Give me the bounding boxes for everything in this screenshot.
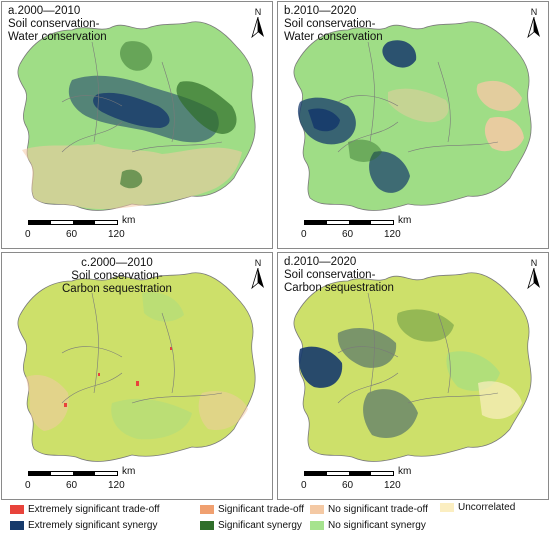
scale-tick-60: 60 [66,480,78,491]
panel-b-service-2: Water conservation [284,31,383,43]
north-label: N [254,7,262,17]
map-b [293,21,532,211]
panel-d-title: d.2010—2020 Soil conservation- Carbon se… [284,256,394,295]
scale-unit: km [122,215,136,226]
legend-label: Uncorrelated [458,502,516,513]
scale-bar: km 0 60 120 [25,215,148,242]
panel-c-service-1: Soil conservation- [71,270,163,282]
legend-swatch [10,521,24,530]
north-label: N [530,258,538,268]
north-arrow-icon [251,16,264,39]
legend-swatch [10,505,24,514]
scale-tick-60: 60 [342,229,354,240]
legend-label: Extremely significant trade-off [28,504,160,515]
legend-item-significant-synergy: Significant synergy [200,520,302,531]
legend-item-no-significant-trade-off: No significant trade-off [310,504,428,515]
legend-item-uncorrelated: Uncorrelated [440,502,515,513]
legend-item-extremely-significant-synergy: Extremely significant synergy [10,520,158,531]
legend-swatch [200,521,214,530]
north-arrow-icon [251,267,264,290]
scale-bar: km 0 60 120 [301,215,424,242]
panel-c-title: c.2000—2010 Soil conservation- Carbon se… [62,257,172,296]
map-c [17,272,256,462]
panel-c-period: c.2000—2010 [81,257,153,269]
scale-tick-0: 0 [25,229,31,240]
scale-tick-60: 60 [342,480,354,491]
scale-tick-60: 60 [66,229,78,240]
legend-swatch [440,503,454,512]
scale-tick-120: 120 [384,229,401,240]
north-arrow: N [250,259,266,291]
panel-b: b.2010—2020 Soil conservation- Water con… [277,1,549,249]
panel-a: a.2000—2010 Soil conservation- Water con… [1,1,273,249]
panel-a-service-2: Water conservation [8,31,107,43]
legend-swatch [310,521,324,530]
north-label: N [254,258,262,268]
legend-label: Significant trade-off [218,504,304,515]
legend-label: Extremely significant synergy [28,520,158,531]
legend-label: No significant synergy [328,520,426,531]
map-d [293,272,532,462]
panel-c-service-2: Carbon sequestration [62,283,172,295]
north-arrow: N [250,8,266,40]
scale-bar: km 0 60 120 [25,466,148,493]
panel-b-title: b.2010—2020 Soil conservation- Water con… [284,5,383,44]
north-arrow-icon [527,16,540,39]
panel-a-title: a.2000—2010 Soil conservation- Water con… [8,5,107,44]
scale-tick-120: 120 [384,480,401,491]
scale-unit: km [398,215,412,226]
legend: Extremely significant trade-off Signific… [10,500,550,536]
scale-bar: km 0 60 120 [301,466,424,493]
scale-tick-120: 120 [108,480,125,491]
panel-a-service-1: Soil conservation- [8,18,100,30]
panel-b-service-1: Soil conservation- [284,18,376,30]
scale-tick-0: 0 [301,229,307,240]
north-label: N [530,7,538,17]
north-arrow: N [526,8,542,40]
panel-d-period: d.2010—2020 [284,256,357,268]
north-arrow-icon [527,267,540,290]
scale-unit: km [398,466,412,477]
legend-label: No significant trade-off [328,504,428,515]
legend-swatch [310,505,324,514]
panel-b-period: b.2010—2020 [284,5,357,17]
map-a [17,21,256,211]
panel-d-service-1: Soil conservation- [284,269,376,281]
panel-d-service-2: Carbon sequestration [284,282,394,294]
legend-item-extremely-significant-trade-off: Extremely significant trade-off [10,504,160,515]
legend-item-no-significant-synergy: No significant synergy [310,520,426,531]
scale-unit: km [122,466,136,477]
north-arrow: N [526,259,542,291]
scale-tick-120: 120 [108,229,125,240]
scale-tick-0: 0 [301,480,307,491]
panel-a-period: a.2000—2010 [8,5,81,17]
legend-label: Significant synergy [218,520,302,531]
scale-tick-0: 0 [25,480,31,491]
legend-item-significant-trade-off: Significant trade-off [200,504,304,515]
panel-c: c.2000—2010 Soil conservation- Carbon se… [1,252,273,500]
legend-swatch [200,505,214,514]
panel-d: d.2010—2020 Soil conservation- Carbon se… [277,252,549,500]
